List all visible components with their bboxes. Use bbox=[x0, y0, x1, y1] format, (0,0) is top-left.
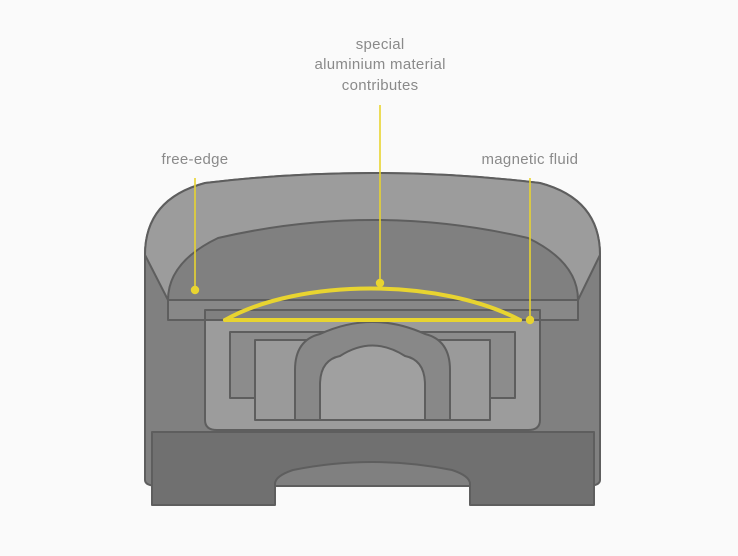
label-aluminium-material: special aluminium material contributes bbox=[315, 35, 446, 96]
label-magnetic-fluid: magnetic fluid bbox=[482, 150, 579, 170]
label-free-edge: free-edge bbox=[162, 150, 229, 170]
